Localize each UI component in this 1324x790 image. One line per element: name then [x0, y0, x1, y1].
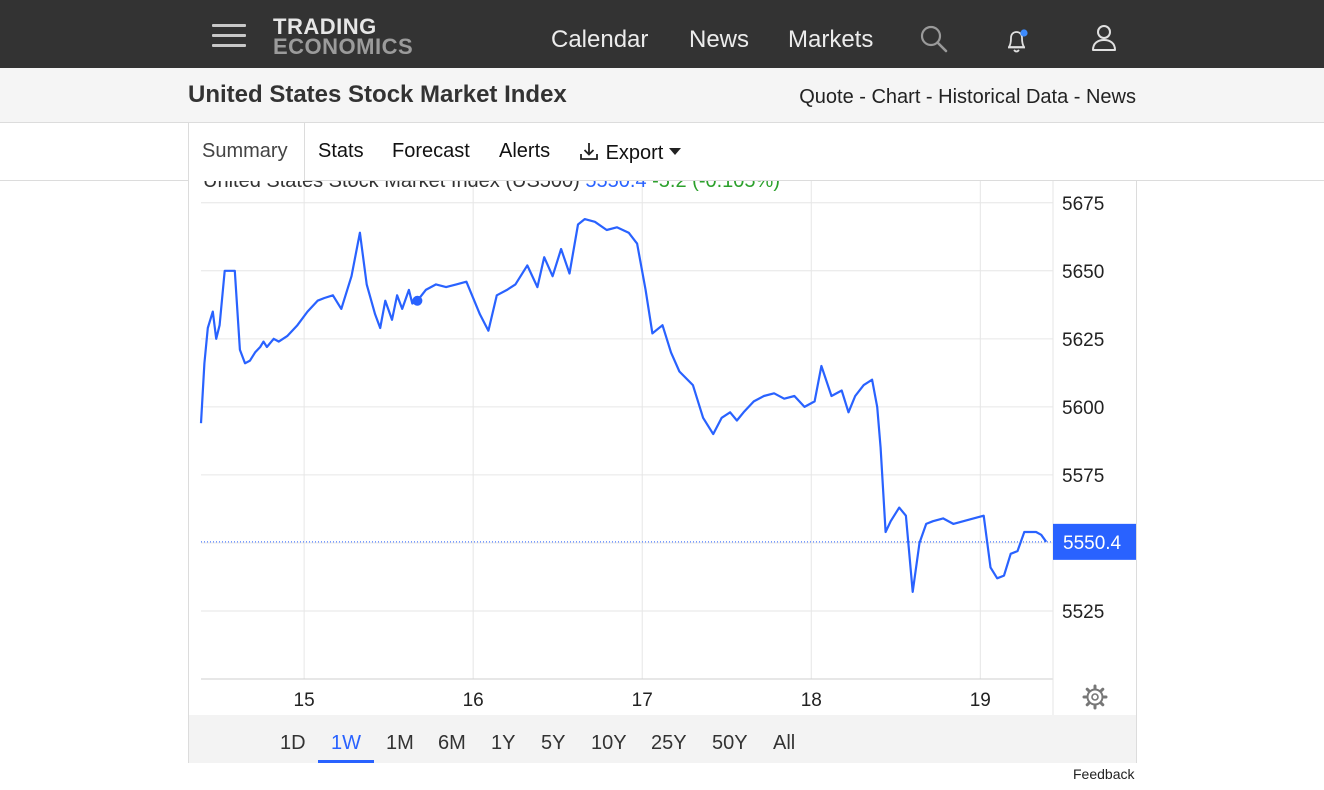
nav-markets[interactable]: Markets — [788, 26, 874, 53]
trading-economics-logo[interactable]: TRADING ECONOMICS — [273, 14, 414, 59]
range-all[interactable]: All — [773, 732, 796, 754]
search-icon[interactable] — [919, 24, 949, 54]
last-price-badge: 5550.4 — [1053, 523, 1136, 560]
x-tick-label: 15 — [294, 690, 315, 711]
tab-summary-container — [188, 123, 305, 181]
range-25y[interactable]: 25Y — [651, 732, 687, 754]
link-historical-data[interactable]: Historical Data — [938, 86, 1069, 108]
range-10y[interactable]: 10Y — [591, 732, 627, 754]
menu-icon[interactable] — [212, 24, 246, 48]
link-news[interactable]: News — [1085, 86, 1136, 108]
logo-line1: TRADING — [273, 14, 377, 39]
chart-legend: United States Stock Market Index (US500)… — [203, 181, 780, 193]
range-1d[interactable]: 1D — [280, 732, 306, 754]
legend-series-name: United States Stock Market Index (US500) — [203, 181, 580, 192]
price-series — [199, 217, 1048, 593]
last-price-badge-bg — [1053, 523, 1136, 560]
y-tick-label: 5625 — [1062, 330, 1104, 351]
bell-icon[interactable] — [1002, 27, 1032, 55]
y-tick-label: 5600 — [1062, 398, 1104, 419]
tab-summary[interactable]: Summary — [202, 140, 288, 162]
tab-alerts[interactable]: Alerts — [499, 140, 551, 162]
legend-change: -5.2 (-0.105%) — [652, 181, 780, 192]
logo-line2: ECONOMICS — [273, 33, 414, 59]
y-tick-label: 5525 — [1062, 602, 1104, 623]
caret-down-icon — [668, 148, 681, 155]
y-tick-label: 5575 — [1062, 466, 1104, 487]
tab-stats[interactable]: Stats — [318, 140, 364, 162]
settings-gear-icon[interactable] — [1082, 684, 1108, 710]
range-5y[interactable]: 5Y — [541, 732, 566, 754]
x-tick-label: 17 — [632, 690, 653, 711]
x-tick-label: 19 — [970, 690, 991, 711]
x-axis-labels: 15 16 17 18 19 — [294, 690, 991, 711]
separator: - — [1068, 86, 1086, 108]
range-1y[interactable]: 1Y — [491, 732, 516, 754]
y-tick-label: 5675 — [1062, 194, 1104, 215]
chart-grid — [201, 181, 1054, 715]
range-1m[interactable]: 1M — [386, 732, 414, 754]
top-navbar: TRADING ECONOMICS Calendar News Markets — [0, 0, 1324, 68]
feedback-link[interactable]: Feedback — [1073, 766, 1135, 782]
page-title: United States Stock Market Index — [188, 81, 567, 108]
range-6m[interactable]: 6M — [438, 732, 466, 754]
range-selector: 1D 1W 1M 6M 1Y 5Y 10Y 25Y 50Y All — [188, 715, 1137, 763]
separator: - — [920, 86, 939, 108]
price-line — [199, 217, 1048, 593]
range-1w[interactable]: 1W — [331, 732, 361, 754]
title-bar: United States Stock Market Index Quote -… — [0, 68, 1324, 123]
range-50y[interactable]: 50Y — [712, 732, 748, 754]
x-tick-label: 18 — [801, 690, 822, 711]
last-price-badge-text: 5550.4 — [1063, 533, 1122, 554]
price-chart[interactable]: 5525 5575 5600 5625 5650 5675 15 16 17 18 19 5550… — [189, 181, 1137, 715]
hover-marker — [412, 295, 423, 306]
tab-forecast[interactable]: Forecast — [392, 140, 470, 162]
notification-dot — [1020, 29, 1028, 37]
y-tick-label: 5650 — [1062, 262, 1104, 283]
chart-container[interactable]: 5525 5575 5600 5625 5650 5675 15 16 17 18 19 5550… — [188, 181, 1137, 715]
user-icon[interactable] — [1090, 23, 1118, 53]
export-dropdown[interactable]: Export — [578, 140, 681, 165]
active-range-underline — [318, 760, 374, 763]
sub-navigation: Quote - Chart - Historical Data - News — [799, 86, 1136, 109]
nav-calendar[interactable]: Calendar — [551, 26, 649, 53]
export-label: Export — [605, 142, 664, 164]
link-quote[interactable]: Quote — [799, 86, 854, 108]
nav-news[interactable]: News — [689, 26, 750, 53]
x-tick-label: 16 — [463, 690, 484, 711]
download-icon — [580, 143, 598, 160]
link-chart[interactable]: Chart — [871, 86, 921, 108]
legend-price: 5550.4 — [585, 181, 647, 192]
separator: - — [853, 86, 872, 108]
tabs-row: Summary Stats Forecast Alerts Export — [0, 123, 1324, 181]
y-axis-labels: 5525 5575 5600 5625 5650 5675 — [1062, 194, 1104, 623]
hover-marker-dot — [412, 295, 423, 306]
